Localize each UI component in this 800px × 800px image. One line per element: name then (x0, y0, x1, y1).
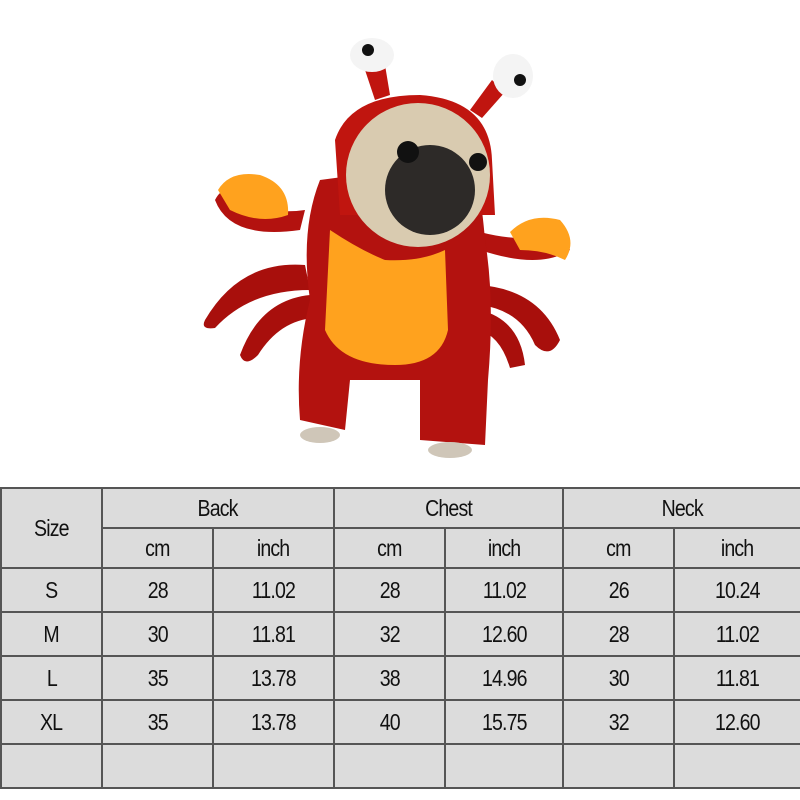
value-cell: 11.02 (211, 567, 336, 613)
group-header-back: Back (100, 487, 336, 529)
empty-row (0, 743, 800, 789)
value-cell: 13.78 (211, 699, 336, 745)
value-cell: 35 (101, 655, 214, 701)
product-photo (203, 38, 571, 458)
value-cell: 11.02 (444, 567, 565, 613)
value-cell: 26 (562, 567, 676, 613)
crab-costume (203, 38, 571, 458)
unit-header-row: cm inch cm inch cm inch (1, 527, 800, 569)
value-cell: 30 (101, 611, 214, 657)
value-cell: 15.75 (444, 699, 565, 745)
value-cell: 28 (562, 611, 676, 657)
table-row: S 28 11.02 28 11.02 26 10.24 (0, 567, 800, 613)
table-row: L 35 13.78 38 14.96 30 11.81 (0, 655, 800, 701)
unit-header: cm (101, 527, 214, 569)
value-cell: 11.81 (211, 611, 336, 657)
unit-header: cm (562, 527, 676, 569)
value-cell: 13.78 (211, 655, 336, 701)
value-cell: 14.96 (444, 655, 565, 701)
table-row: M 30 11.81 32 12.60 28 11.02 (0, 611, 800, 657)
value-cell: 35 (101, 699, 214, 745)
unit-header: inch (211, 527, 336, 569)
size-cell: M (0, 611, 103, 657)
table-row: XL 35 13.78 40 15.75 32 12.60 (0, 699, 800, 745)
value-cell: 28 (101, 567, 214, 613)
value-cell: 12.60 (673, 699, 800, 745)
table-header-row: Size Back Chest Neck (0, 487, 800, 569)
value-cell: 32 (562, 699, 676, 745)
size-header: Size (0, 487, 103, 569)
size-cell: S (0, 567, 103, 613)
unit-header: inch (673, 527, 800, 569)
size-cell: XL (0, 699, 103, 745)
value-cell: 38 (333, 655, 447, 701)
value-cell: 12.60 (444, 611, 565, 657)
unit-header: cm (333, 527, 447, 569)
value-cell: 40 (333, 699, 447, 745)
value-cell: 11.02 (673, 611, 800, 657)
group-header-chest: Chest (333, 487, 565, 529)
value-cell: 32 (333, 611, 447, 657)
value-cell: 10.24 (673, 567, 800, 613)
group-header-neck: Neck (562, 487, 800, 529)
unit-header: inch (444, 527, 565, 569)
size-chart-table: Size Back Chest Neck cm inch cm inch cm … (0, 487, 800, 789)
size-cell: L (0, 655, 103, 701)
value-cell: 11.81 (673, 655, 800, 701)
value-cell: 28 (333, 567, 447, 613)
value-cell: 30 (562, 655, 676, 701)
